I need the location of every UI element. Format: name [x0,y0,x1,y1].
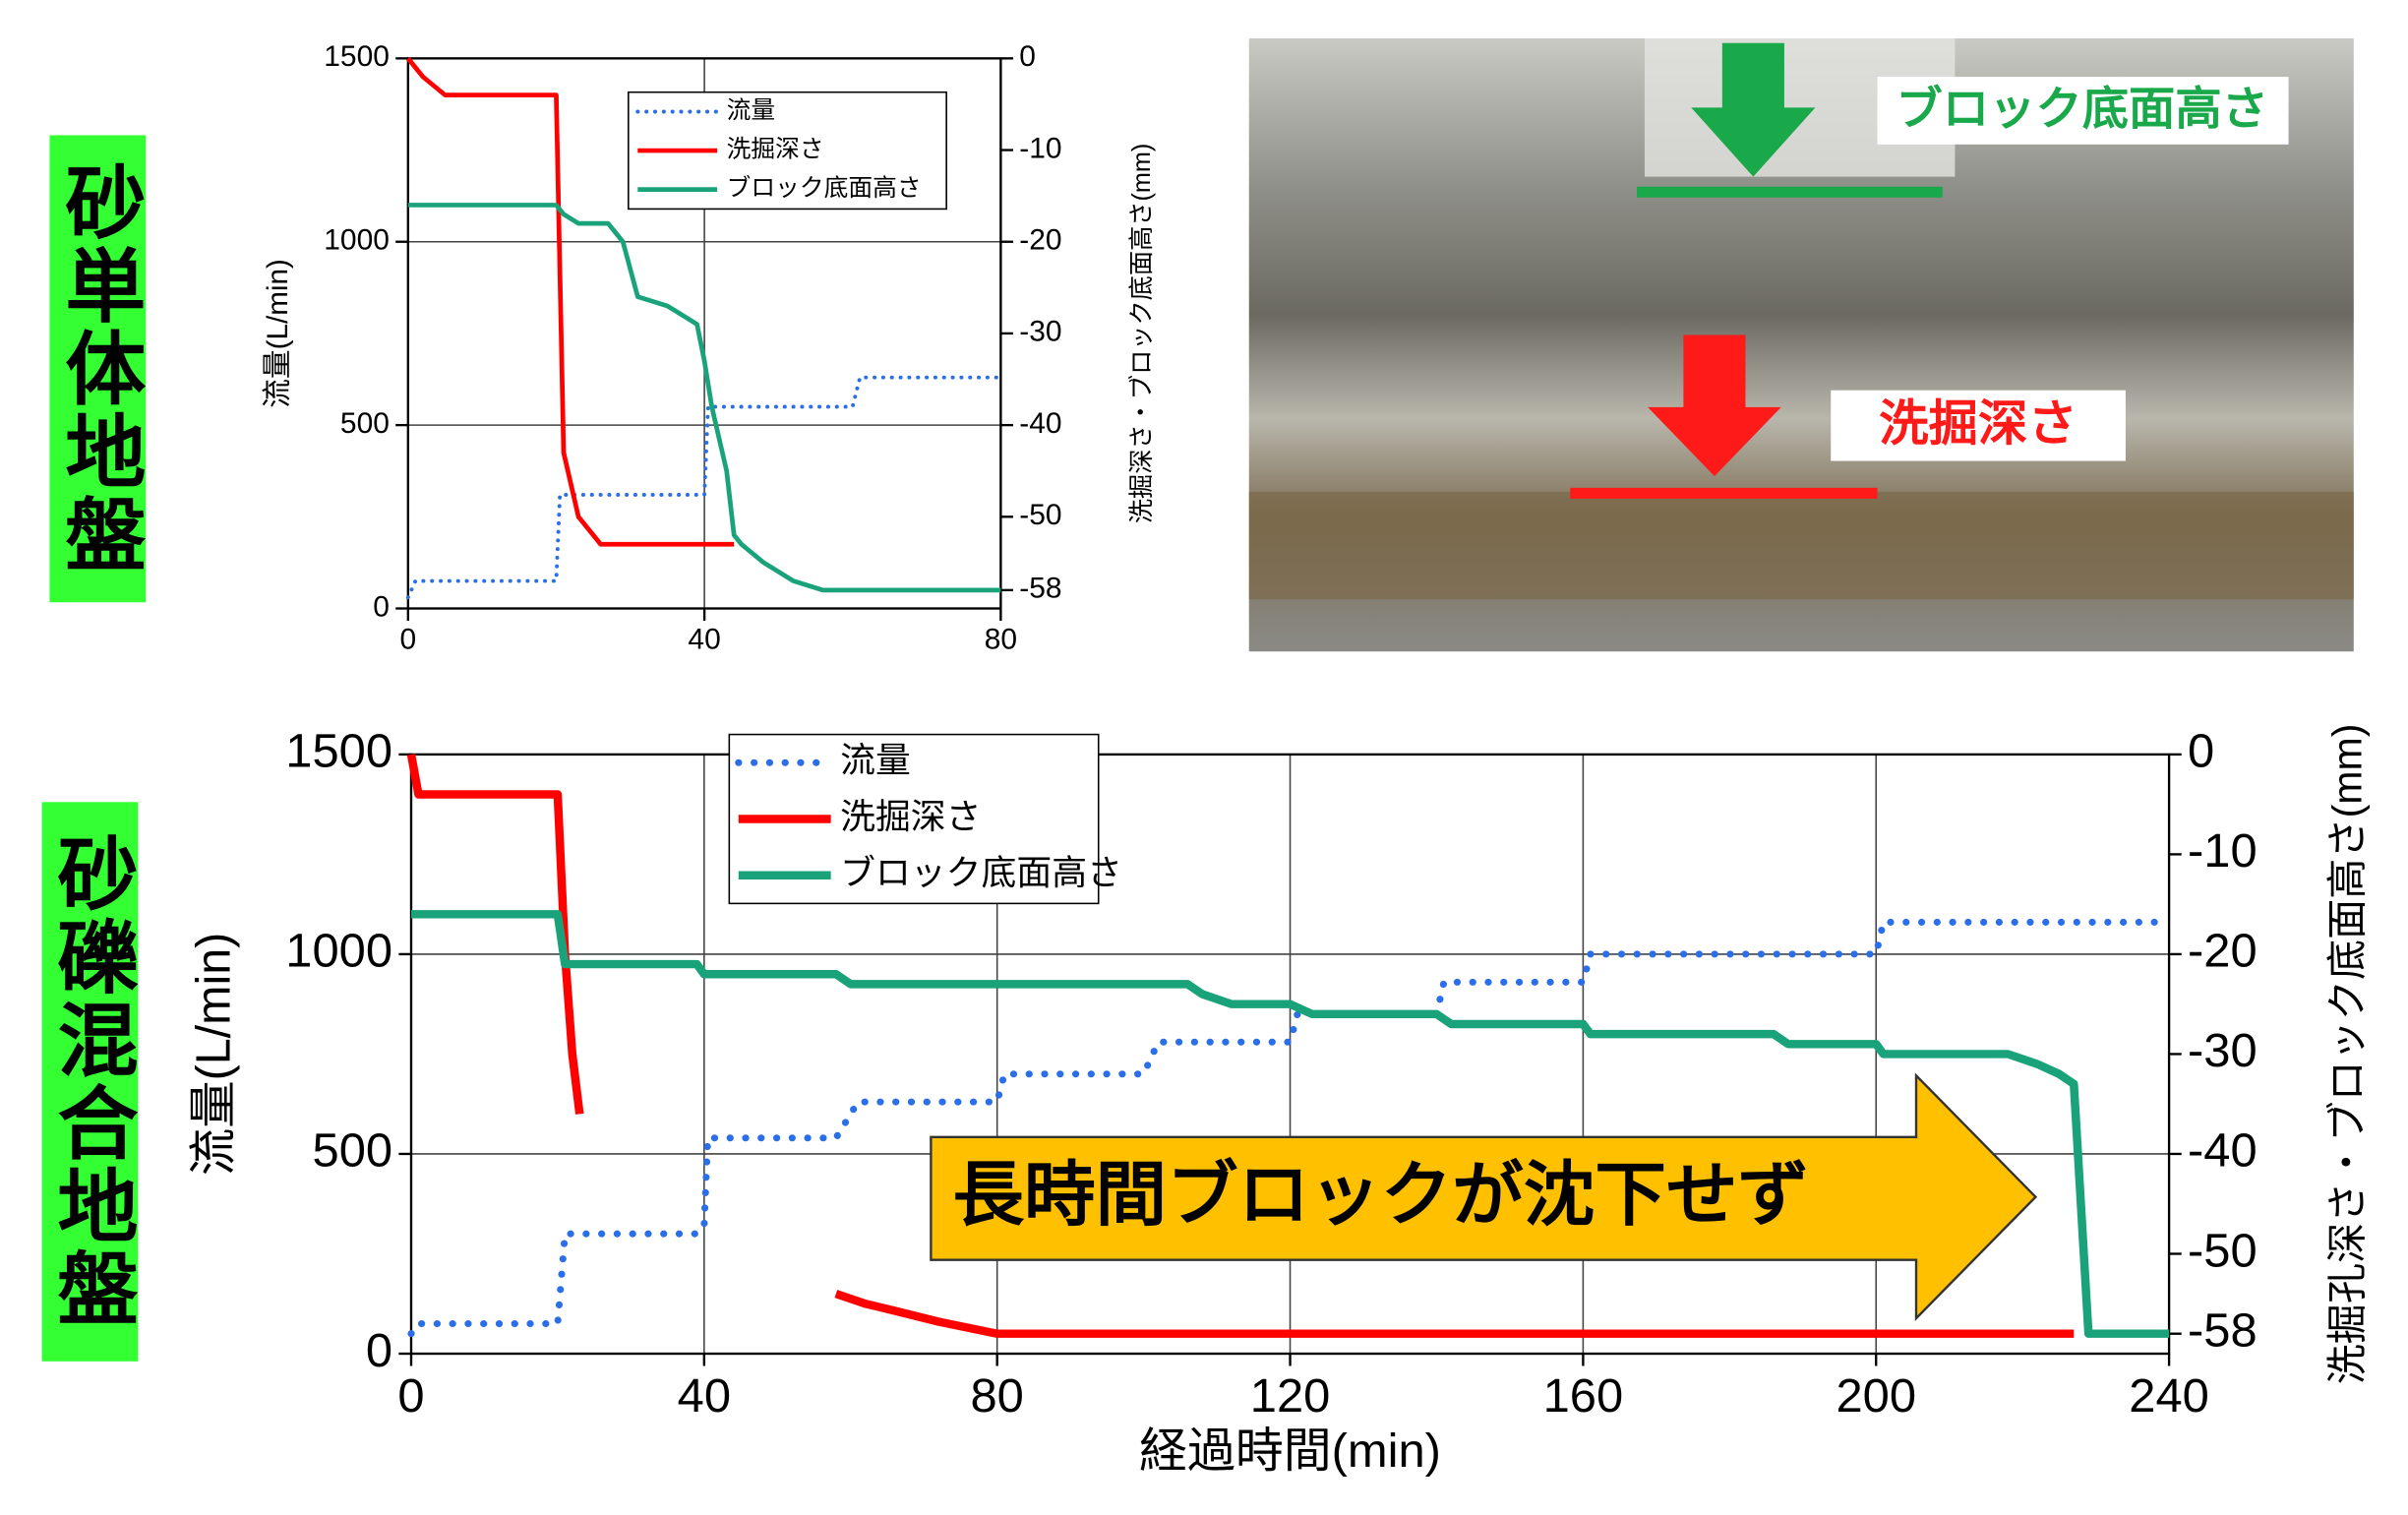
series-line [410,910,2170,1338]
y2-axis-label: 洗掘孔深さ・ブロック底面高さ(mm) [2324,723,2370,1384]
y2-tick-label: -50 [2188,1224,2258,1277]
photo-label: 洗掘深さ [1879,396,2077,452]
y-tick-label: 1000 [285,925,392,978]
annotation-arrow [930,1072,2038,1321]
y-tick-label: 1500 [285,725,392,778]
y-tick-label: 500 [313,1124,393,1178]
series-line [405,375,1003,600]
y2-tick-label: -30 [2188,1024,2258,1077]
x-tick-label: 0 [399,624,416,656]
panel-label: 砂礫混合地盤 [45,833,138,1331]
arrow-green [1691,42,1816,177]
series-line [407,203,1001,593]
x-tick-label: 120 [1250,1369,1331,1423]
legend-label: 洗掘深さ [727,136,824,163]
y2-tick-label: -10 [2188,824,2258,878]
x-tick-label: 80 [985,624,1017,656]
x-tick-label: 40 [688,624,720,656]
x-tick-label: 80 [971,1369,1024,1423]
legend-label: 流量 [840,741,911,780]
y2-tick-label: -10 [1019,133,1061,165]
y2-axis-label: 洗掘深さ・ブロック底面高さ(mm) [1128,144,1156,523]
x-tick-label: 160 [1543,1369,1624,1423]
photo-label-bg [1877,77,2289,145]
panel-label-bg [41,802,139,1362]
y2-tick-label: -40 [2188,1124,2258,1178]
y2-tick-label: -50 [1019,499,1061,531]
y-tick-label: 500 [340,407,390,440]
legend-label: ブロック底面高さ [840,853,1122,892]
y2-tick-label: -58 [2188,1304,2258,1358]
photo: ブロック底面高さ 洗掘深さ [1248,38,2354,652]
photo-label-bg [1831,390,2126,461]
annotation: 長時間ブロックが沈下せず [952,1155,1809,1235]
x-tick-label: 240 [2129,1369,2209,1423]
legend-label: 洗掘深さ [840,797,981,836]
y2-tick-label: 0 [2188,725,2214,778]
legend-label: ブロック底面高さ [727,174,922,202]
panel-label-bg [49,135,147,603]
x-tick-label: 200 [1836,1369,1916,1423]
arrow-red [1648,334,1781,477]
y2-tick-label: -20 [2188,925,2258,978]
series-line [407,918,2173,1338]
y2-tick-label: -20 [1019,224,1061,257]
y-tick-label: 1500 [324,40,390,73]
y-tick-label: 1000 [324,224,390,257]
x-tick-label: 40 [678,1369,731,1423]
series-line [405,56,735,547]
photo-gravel [1248,491,2354,600]
y-tick-label: 0 [373,590,390,623]
photo-label: ブロック底面高さ [1896,83,2268,135]
y-axis-label: 流量(L/min) [188,933,241,1176]
x-tick-label: 0 [397,1369,424,1423]
y2-tick-label: -30 [1019,316,1061,348]
panel-label: 砂単体地盤 [53,161,146,576]
y2-tick-label: 0 [1019,40,1036,73]
y2-tick-label: -40 [1019,407,1061,440]
y2-tick-label: -58 [1019,573,1061,605]
x-axis-label: 経過時間(min) [1139,1424,1441,1478]
series-line [406,754,2075,1338]
y-axis-label: 流量(L/min) [262,259,294,408]
legend-label: 流量 [727,96,776,124]
y-tick-label: 0 [366,1324,392,1377]
